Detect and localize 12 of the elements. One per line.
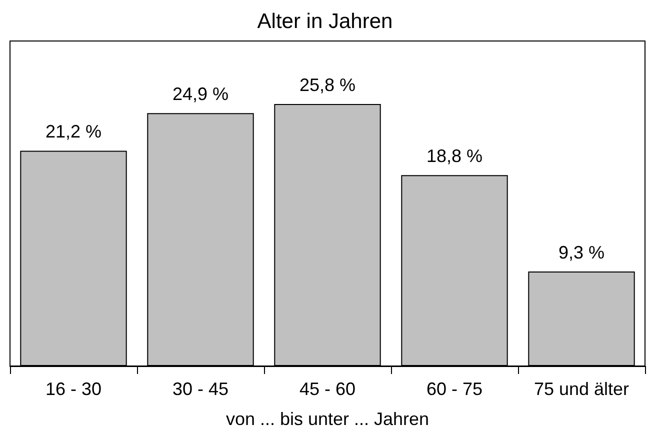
data-label: 18,8 % bbox=[426, 146, 483, 166]
x-axis-title: von ... bis unter ... Jahren bbox=[226, 409, 430, 429]
x-tick-label: 75 und älter bbox=[534, 379, 630, 399]
data-label: 21,2 % bbox=[45, 122, 102, 142]
x-tick-label: 60 - 75 bbox=[426, 379, 483, 399]
data-label: 24,9 % bbox=[172, 84, 229, 104]
x-tick-label: 16 - 30 bbox=[45, 379, 102, 399]
chart-title: Alter in Jahren bbox=[257, 10, 393, 33]
data-label: 25,8 % bbox=[299, 74, 356, 95]
x-tick-label: 30 - 45 bbox=[172, 379, 229, 399]
data-label: 9,3 % bbox=[558, 242, 605, 263]
x-tick-label: 45 - 60 bbox=[299, 379, 356, 399]
